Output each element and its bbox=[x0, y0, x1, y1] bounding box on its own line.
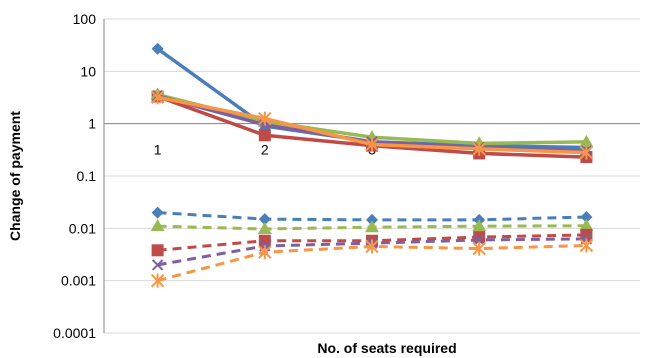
data-point-marker bbox=[151, 244, 164, 257]
y-tick-label: 0.0001 bbox=[53, 325, 96, 341]
data-point-marker bbox=[150, 90, 165, 105]
series-10 bbox=[150, 238, 594, 288]
data-point-marker bbox=[258, 111, 272, 126]
x-tick-label: 2 bbox=[261, 142, 269, 158]
y-tick-label: 10 bbox=[80, 63, 96, 79]
data-point-marker bbox=[151, 206, 164, 219]
y-tick-label: 0.001 bbox=[61, 273, 96, 289]
data-point-marker bbox=[257, 222, 272, 235]
data-point-marker bbox=[473, 234, 485, 246]
y-tick-label: 0.1 bbox=[77, 168, 97, 184]
data-point-marker bbox=[365, 220, 379, 233]
data-point-marker bbox=[151, 42, 164, 55]
series-5 bbox=[150, 90, 594, 160]
data-point-marker bbox=[258, 129, 271, 142]
y-tick-label: 1 bbox=[88, 116, 96, 132]
y-axis-title: Change of payment bbox=[7, 111, 23, 241]
data-point-marker bbox=[472, 219, 487, 232]
data-point-marker bbox=[150, 273, 165, 288]
data-point-marker bbox=[579, 238, 594, 253]
data-point-marker bbox=[258, 213, 271, 226]
data-point-marker bbox=[151, 259, 164, 271]
data-point-marker bbox=[579, 134, 594, 147]
y-tick-label: 0.01 bbox=[69, 220, 96, 236]
x-axis-title: No. of seats required bbox=[317, 340, 456, 356]
series bbox=[150, 42, 594, 288]
data-point-marker bbox=[579, 218, 594, 231]
series-7 bbox=[150, 218, 594, 235]
x-tick-label: 1 bbox=[154, 142, 162, 158]
series-6 bbox=[151, 206, 593, 226]
y-tick-labels: 100 10 1 0.1 0.01 0.001 0.0001 bbox=[53, 11, 96, 341]
data-point-marker bbox=[365, 137, 379, 152]
data-point-marker bbox=[579, 145, 594, 160]
data-point-marker bbox=[258, 245, 272, 260]
data-point-marker bbox=[365, 239, 379, 254]
data-point-marker bbox=[580, 210, 593, 223]
data-point-marker bbox=[366, 213, 378, 226]
y-tick-label: 100 bbox=[73, 11, 97, 27]
data-point-marker bbox=[472, 141, 486, 156]
data-point-marker bbox=[150, 219, 165, 232]
data-point-marker bbox=[472, 241, 486, 256]
